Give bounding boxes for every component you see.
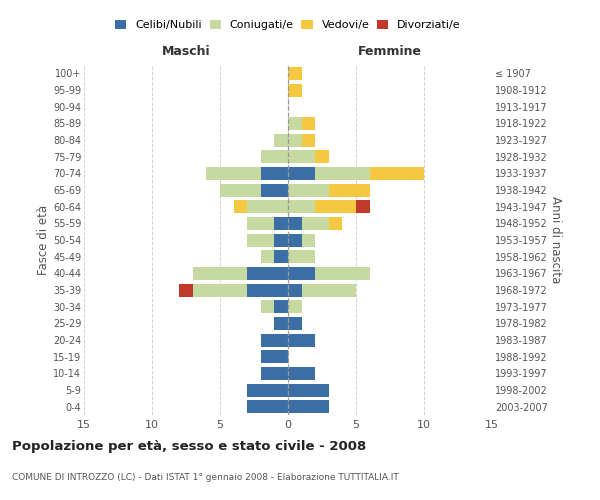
Bar [274,317,288,330]
Bar [193,267,247,280]
Bar [261,250,274,263]
Bar [329,217,343,230]
Bar [220,184,261,196]
Y-axis label: Fasce di età: Fasce di età [37,205,50,275]
Bar [302,284,356,296]
Bar [261,150,288,163]
Bar [247,234,274,246]
Bar [247,284,288,296]
Bar [288,234,302,246]
Bar [288,150,315,163]
Bar [274,234,288,246]
Bar [356,200,370,213]
Bar [288,167,315,180]
Bar [302,217,329,230]
Text: Femmine: Femmine [358,46,422,59]
Bar [315,267,370,280]
Bar [315,150,329,163]
Bar [193,284,247,296]
Bar [288,184,329,196]
Bar [288,284,302,296]
Bar [274,300,288,313]
Bar [302,134,315,146]
Bar [288,334,315,346]
Bar [288,134,302,146]
Bar [302,117,315,130]
Text: Popolazione per età, sesso e stato civile - 2008: Popolazione per età, sesso e stato civil… [12,440,366,453]
Bar [315,167,370,180]
Text: Maschi: Maschi [161,46,211,59]
Bar [247,384,288,396]
Bar [288,117,302,130]
Bar [288,317,302,330]
Bar [206,167,261,180]
Bar [261,334,288,346]
Bar [288,250,315,263]
Bar [370,167,424,180]
Bar [288,400,329,413]
Bar [247,267,288,280]
Y-axis label: Anni di nascita: Anni di nascita [548,196,562,284]
Bar [247,217,274,230]
Bar [288,300,302,313]
Bar [247,400,288,413]
Bar [261,300,274,313]
Bar [274,250,288,263]
Bar [302,234,315,246]
Bar [288,200,315,213]
Bar [233,200,247,213]
Bar [274,217,288,230]
Bar [261,167,288,180]
Bar [288,267,315,280]
Bar [179,284,193,296]
Bar [288,384,329,396]
Text: COMUNE DI INTROZZO (LC) - Dati ISTAT 1° gennaio 2008 - Elaborazione TUTTITALIA.I: COMUNE DI INTROZZO (LC) - Dati ISTAT 1° … [12,473,399,482]
Bar [315,200,356,213]
Bar [261,184,288,196]
Legend: Celibi/Nubili, Coniugati/e, Vedovi/e, Divorziati/e: Celibi/Nubili, Coniugati/e, Vedovi/e, Di… [111,16,465,35]
Bar [288,84,302,96]
Bar [274,134,288,146]
Bar [261,367,288,380]
Bar [261,350,288,363]
Bar [288,67,302,80]
Bar [288,217,302,230]
Bar [329,184,370,196]
Bar [288,367,315,380]
Bar [247,200,288,213]
